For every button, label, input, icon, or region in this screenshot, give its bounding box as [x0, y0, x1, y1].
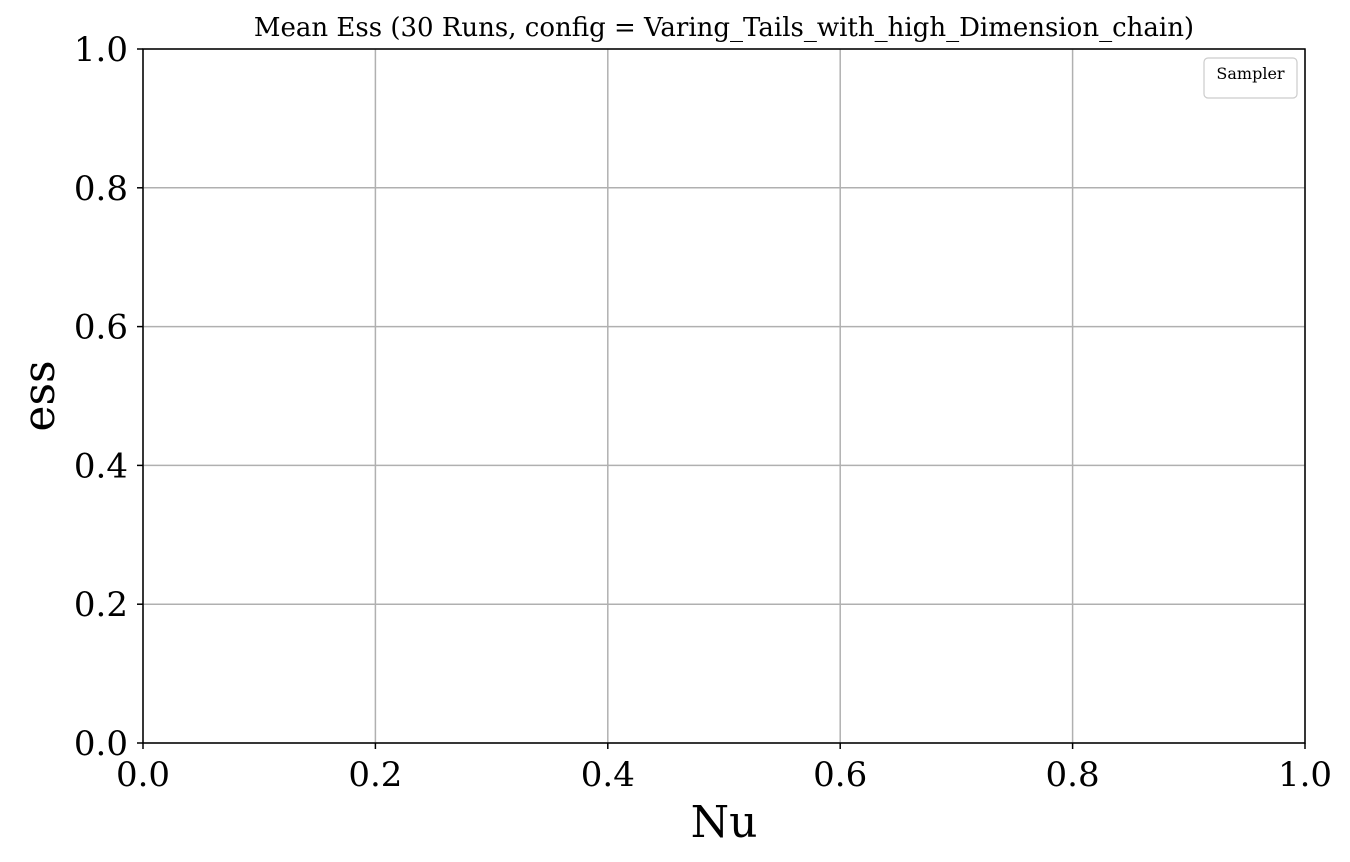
x-axis-label: Nu: [691, 797, 758, 848]
legend-title: Sampler: [1216, 64, 1285, 83]
grid: [142, 48, 1306, 744]
x-tick-label: 0.2: [348, 755, 402, 795]
y-tick-label: 0.4: [74, 446, 128, 486]
x-axis: 0.0 0.2 0.4 0.6 0.8 1.0: [116, 743, 1332, 795]
x-tick-label: 0.8: [1046, 755, 1100, 795]
x-tick-label: 0.0: [116, 755, 170, 795]
y-tick-label: 0.2: [74, 585, 128, 625]
x-tick-label: 0.4: [581, 755, 635, 795]
x-tick-label: 0.6: [813, 755, 867, 795]
y-tick-label: 1.0: [74, 30, 128, 70]
x-tick-label: 1.0: [1278, 755, 1332, 795]
chart-title: Mean Ess (30 Runs, config = Varing_Tails…: [254, 13, 1194, 43]
legend-box: [1203, 57, 1298, 99]
plot-frame: [142, 48, 1306, 744]
legend: Sampler: [1203, 57, 1298, 99]
y-tick-label: 0.8: [74, 169, 128, 209]
y-tick-label: 0.6: [74, 308, 128, 348]
y-axis: 0.0 0.2 0.4 0.6 0.8 1.0: [74, 30, 143, 764]
y-tick-label: 0.0: [74, 724, 128, 764]
y-axis-label: ess: [14, 360, 65, 431]
